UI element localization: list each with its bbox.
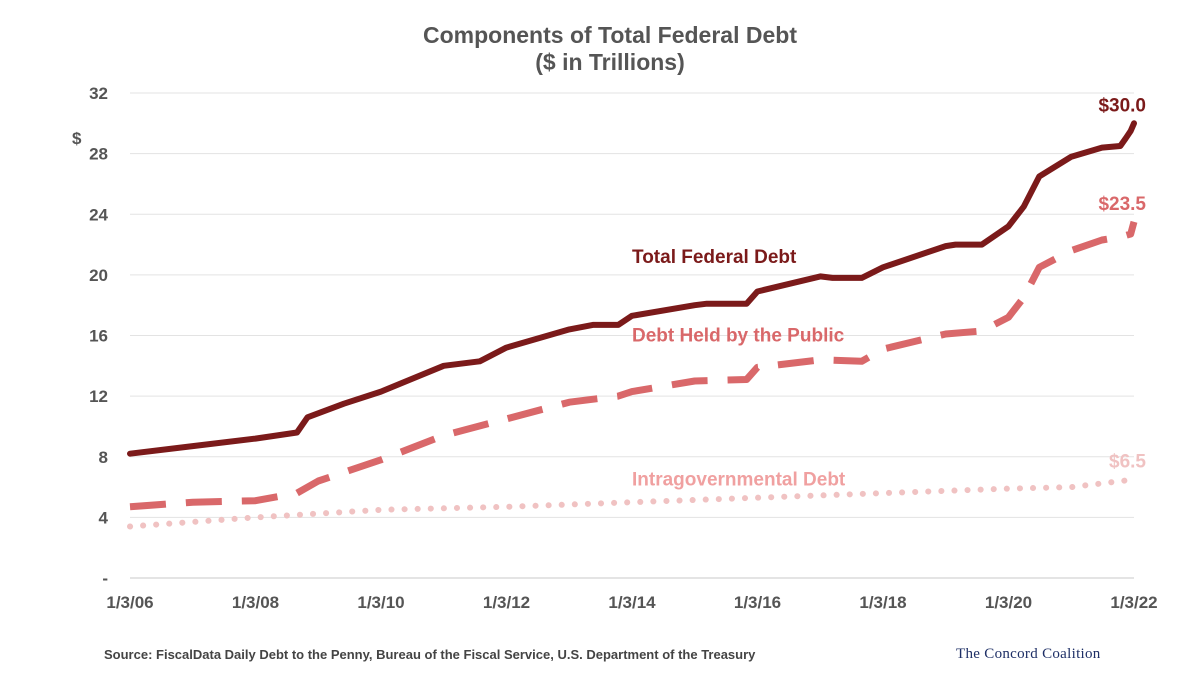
chart-subtitle: ($ in Trillions): [535, 49, 685, 75]
y-tick-label: 24: [89, 205, 108, 224]
x-tick-label: 1/3/14: [608, 593, 656, 612]
source-note: Source: FiscalData Daily Debt to the Pen…: [104, 647, 756, 662]
series-line-debt-held-by-the-public: [129, 220, 1138, 511]
gridlines: [130, 92, 1134, 518]
series-line-intragovernmental-debt: [127, 476, 1137, 530]
y-tick-label: 8: [99, 448, 108, 467]
y-tick-label: 16: [89, 327, 108, 346]
y-tick-label: 20: [89, 266, 108, 285]
series-annotations: Total Federal Debt Debt Held by the Publi…: [632, 247, 846, 491]
series-lines: [127, 120, 1138, 530]
x-tick-label: 1/3/22: [1110, 593, 1157, 612]
y-tick-label: 28: [89, 145, 108, 164]
annotation-label: Intragovernmental Debt: [632, 470, 846, 491]
annotation-label: Debt Held by the Public: [632, 326, 845, 347]
y-tick-label: 12: [89, 387, 108, 406]
y-axis-label: $: [72, 129, 82, 148]
x-tick-label: 1/3/16: [734, 593, 781, 612]
x-tick-label: 1/3/08: [232, 593, 279, 612]
x-tick-label: 1/3/10: [357, 593, 404, 612]
concord-coalition-logo: The Concord Coalition: [956, 646, 1101, 662]
x-tick-label: 1/3/12: [483, 593, 530, 612]
end-value-label: $6.5: [1109, 451, 1146, 472]
end-value-label: $23.5: [1098, 194, 1146, 215]
annotation-label: Total Federal Debt: [632, 247, 797, 268]
y-tick-label: -: [102, 569, 108, 588]
end-value-labels: $30.0 $23.5 $6.5: [1098, 95, 1146, 472]
x-tick-label: 1/3/06: [106, 593, 153, 612]
y-tick-label: 32: [89, 84, 108, 103]
end-value-label: $30.0: [1098, 95, 1146, 116]
series-line-total-federal-debt: [127, 120, 1137, 457]
x-tick-label: 1/3/20: [985, 593, 1032, 612]
chart-title: Components of Total Federal Debt: [423, 22, 797, 48]
x-axis-ticks: 1/3/06 1/3/08 1/3/10 1/3/12 1/3/14 1/3/16 1/3/…: [106, 593, 1157, 612]
chart-title-block: Components of Total Federal Debt ($ in T…: [0, 22, 1178, 76]
y-axis-ticks: - 4 8 12 16 20 24 28 32: [89, 84, 108, 588]
y-tick-label: 4: [99, 508, 109, 527]
x-tick-label: 1/3/18: [859, 593, 906, 612]
